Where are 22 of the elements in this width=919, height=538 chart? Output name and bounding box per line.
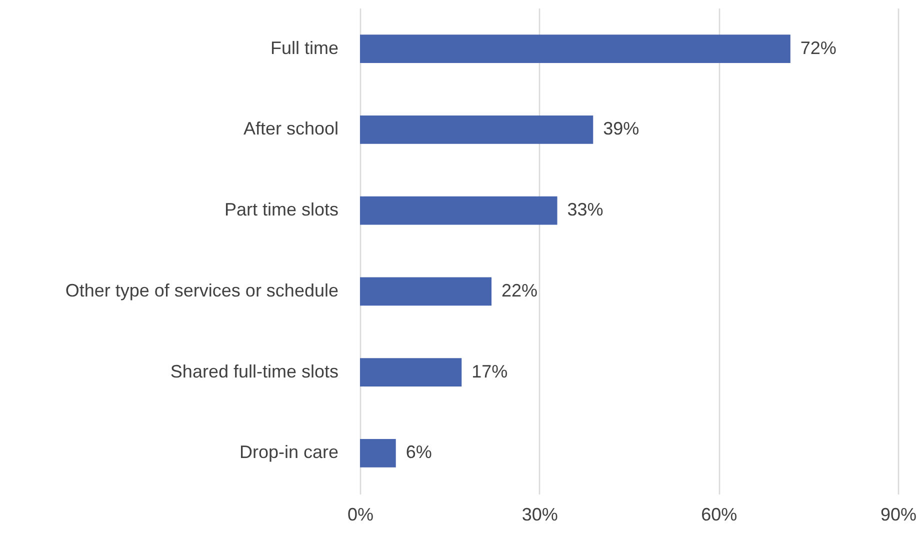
bar [360, 358, 462, 386]
data-label: 33% [567, 200, 604, 220]
x-tick-label: 90% [880, 504, 917, 524]
bar [360, 116, 594, 144]
bar [360, 34, 790, 63]
data-label: 22% [502, 280, 538, 300]
data-label: 72% [800, 38, 836, 58]
x-tick-label: 0% [347, 504, 374, 524]
y-tick-label: After school [243, 118, 338, 139]
data-label: 39% [603, 118, 640, 139]
data-label: 17% [472, 361, 508, 382]
data-label: 6% [406, 442, 432, 462]
y-tick-label: Drop-in care [239, 442, 338, 462]
x-tick-label: 60% [701, 504, 738, 524]
bar [360, 196, 558, 225]
bar [360, 439, 396, 468]
y-tick-label: Other type of services or schedule [65, 280, 338, 300]
x-tick-label: 30% [522, 504, 558, 524]
y-tick-label: Part time slots [224, 200, 338, 220]
y-tick-label: Shared full-time slots [170, 361, 338, 382]
y-tick-label: Full time [270, 38, 338, 58]
bar [360, 277, 492, 306]
